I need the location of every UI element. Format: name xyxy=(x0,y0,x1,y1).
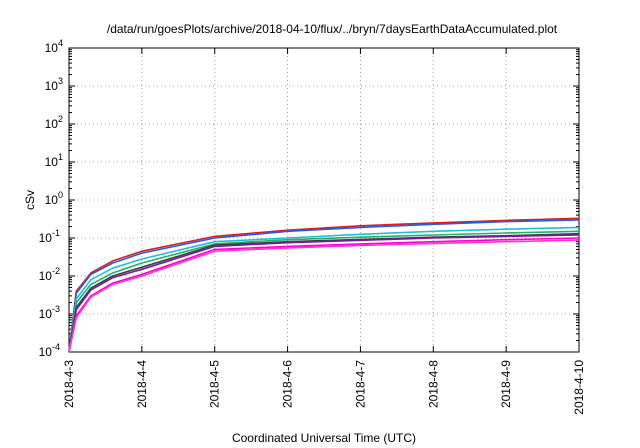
y-tick-label: 10-3 xyxy=(39,304,60,321)
series-lines xyxy=(68,217,580,353)
series-line-8 xyxy=(68,239,580,353)
x-tick-label: 2018-4-4 xyxy=(135,360,149,408)
y-tick-labels: 10-4 10-3 10-2 10-1 100 101 102 103 104 xyxy=(39,38,63,359)
x-tick-labels: 2018-4-3 2018-4-4 2018-4-5 2018-4-6 2018-4-7… xyxy=(62,360,586,415)
x-tick-label: 2018-4-8 xyxy=(426,360,440,408)
series-line-2 xyxy=(68,219,580,353)
x-axis-label: Coordinated Universal Time (UTC) xyxy=(232,431,416,445)
x-tick-label: 2018-4-5 xyxy=(208,360,222,408)
series-line-3 xyxy=(68,226,580,353)
x-tick-label: 2018-4-3 xyxy=(62,360,76,408)
x-tick-label: 2018-4-9 xyxy=(499,360,513,408)
y-axis-label: cSv xyxy=(23,190,37,210)
series-line-4 xyxy=(68,230,580,353)
series-line-6 xyxy=(68,234,580,353)
y-tick-label: 103 xyxy=(45,76,63,93)
grid xyxy=(69,48,579,352)
series-line-7 xyxy=(68,237,580,353)
y-tick-label: 101 xyxy=(45,152,63,169)
axis-ticks xyxy=(68,47,580,353)
y-tick-label: 104 xyxy=(45,38,63,55)
series-line-1 xyxy=(68,217,580,353)
series-line-5 xyxy=(68,232,580,353)
x-tick-label: 2018-4-10 xyxy=(572,360,586,415)
y-tick-label: 102 xyxy=(45,114,63,131)
y-tick-label: 100 xyxy=(45,190,63,207)
x-tick-label: 2018-4-6 xyxy=(281,360,295,408)
chart-title: /data/run/goesPlots/archive/2018-04-10/f… xyxy=(107,22,558,36)
x-tick-label: 2018-4-7 xyxy=(353,360,367,408)
y-tick-label: 10-4 xyxy=(39,342,60,359)
y-tick-label: 10-2 xyxy=(39,266,60,283)
y-tick-label: 10-1 xyxy=(39,228,60,245)
